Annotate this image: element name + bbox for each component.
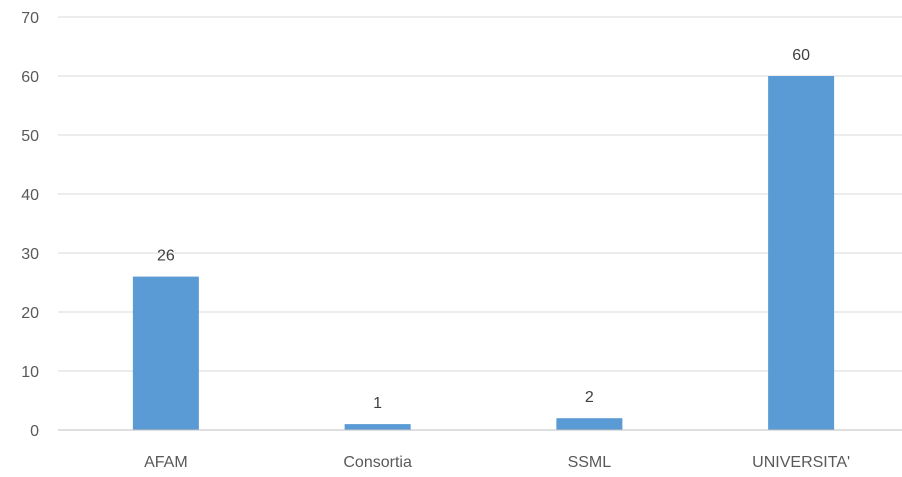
x-category-label: Consortia xyxy=(343,454,412,471)
data-label: 1 xyxy=(373,395,382,412)
y-tick-label: 40 xyxy=(21,187,39,204)
y-tick-label: 20 xyxy=(21,305,39,322)
y-axis-tick-labels: 0 10 20 30 40 50 60 70 xyxy=(21,10,39,440)
data-label: 60 xyxy=(792,47,810,64)
bar-ssml xyxy=(556,418,623,430)
x-category-label: UNIVERSITA' xyxy=(752,454,850,471)
y-tick-label: 30 xyxy=(21,246,39,263)
x-category-label: AFAM xyxy=(144,454,188,471)
bar-afam xyxy=(132,276,199,430)
x-axis-category-labels: AFAM Consortia SSML UNIVERSITA' xyxy=(144,454,850,471)
data-label: 26 xyxy=(157,248,175,265)
y-tick-label: 70 xyxy=(21,10,39,27)
bars xyxy=(132,76,835,430)
y-tick-label: 0 xyxy=(30,423,39,440)
data-labels: 26 1 2 60 xyxy=(157,47,810,412)
y-tick-label: 50 xyxy=(21,128,39,145)
data-label: 2 xyxy=(585,389,594,406)
x-category-label: SSML xyxy=(568,454,612,471)
bar-universita xyxy=(768,76,835,430)
bar-consortia xyxy=(344,424,411,430)
y-tick-label: 60 xyxy=(21,69,39,86)
y-tick-label: 10 xyxy=(21,364,39,381)
